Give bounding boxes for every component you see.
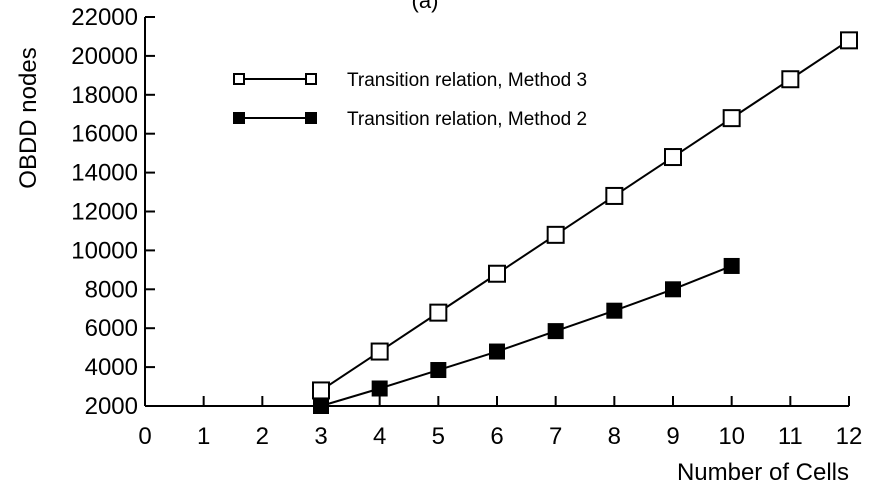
data-point [664, 148, 682, 167]
data-point [430, 362, 447, 379]
legend-entry-2: Transition relation, Method 2 [233, 109, 587, 130]
data-point [722, 109, 741, 128]
y-tick-label: 2000 [85, 393, 138, 420]
series-layer [312, 31, 858, 414]
series-line [320, 265, 733, 407]
data-point [723, 257, 740, 274]
y-tick-label: 10000 [71, 237, 138, 264]
data-point [547, 323, 564, 340]
data-point [606, 302, 623, 319]
x-tick-label: 9 [666, 423, 679, 450]
y-tick-label: 16000 [71, 121, 138, 148]
x-tick-label: 2 [256, 423, 269, 450]
data-point [605, 186, 624, 205]
series-line [320, 39, 850, 392]
data-point [429, 303, 448, 322]
data-point [489, 343, 505, 360]
data-point [840, 31, 858, 50]
legend-label: Transition relation, Method 2 [347, 109, 587, 130]
legend-label: Transition relation, Method 3 [347, 70, 587, 91]
legend: Transition relation, Method 3 Transition … [233, 70, 587, 130]
data-point [781, 70, 800, 89]
x-tick-label: 11 [778, 423, 803, 450]
y-axis-title: OBDD nodes [15, 47, 42, 188]
x-tick-label: 1 [197, 423, 210, 450]
legend-marker [233, 112, 245, 124]
x-tick-label: 12 [836, 423, 863, 450]
legend-marker [233, 73, 245, 85]
y-tick-label: 8000 [85, 276, 138, 303]
x-tick-label: 8 [608, 423, 621, 450]
data-point [371, 380, 388, 397]
y-tick-label: 4000 [85, 354, 138, 381]
x-tick-label: 3 [314, 423, 327, 450]
y-tick-label: 22000 [71, 4, 138, 31]
legend-entry-1: Transition relation, Method 3 [233, 70, 587, 91]
legend-marker [305, 112, 317, 124]
data-point [313, 398, 329, 414]
data-point [665, 281, 681, 298]
y-tick-label: 20000 [71, 43, 138, 70]
panel-label: (a) [412, 0, 439, 13]
x-axis-title: Number of Cells [677, 459, 849, 486]
axes: 0 1 2 3 4 5 6 7 8 9 10 11 12200040006000800010000120… [71, 4, 862, 450]
data-point [488, 264, 506, 283]
x-tick-label: 7 [549, 423, 562, 450]
data-point [370, 342, 389, 361]
y-tick-label: 18000 [71, 82, 138, 109]
x-tick-label: 4 [373, 423, 386, 450]
data-point [546, 225, 565, 244]
legend-marker [305, 73, 317, 85]
series-1 [312, 31, 858, 400]
data-point [312, 381, 330, 400]
x-tick-label: 6 [490, 423, 503, 450]
x-tick-label: 0 [138, 423, 151, 450]
y-tick-label: 12000 [71, 199, 138, 226]
x-tick-label: 5 [432, 423, 445, 450]
x-tick-label: 10 [718, 423, 745, 450]
y-tick-label: 14000 [71, 160, 138, 187]
y-tick-label: 6000 [85, 315, 138, 342]
series-2 [313, 257, 740, 414]
